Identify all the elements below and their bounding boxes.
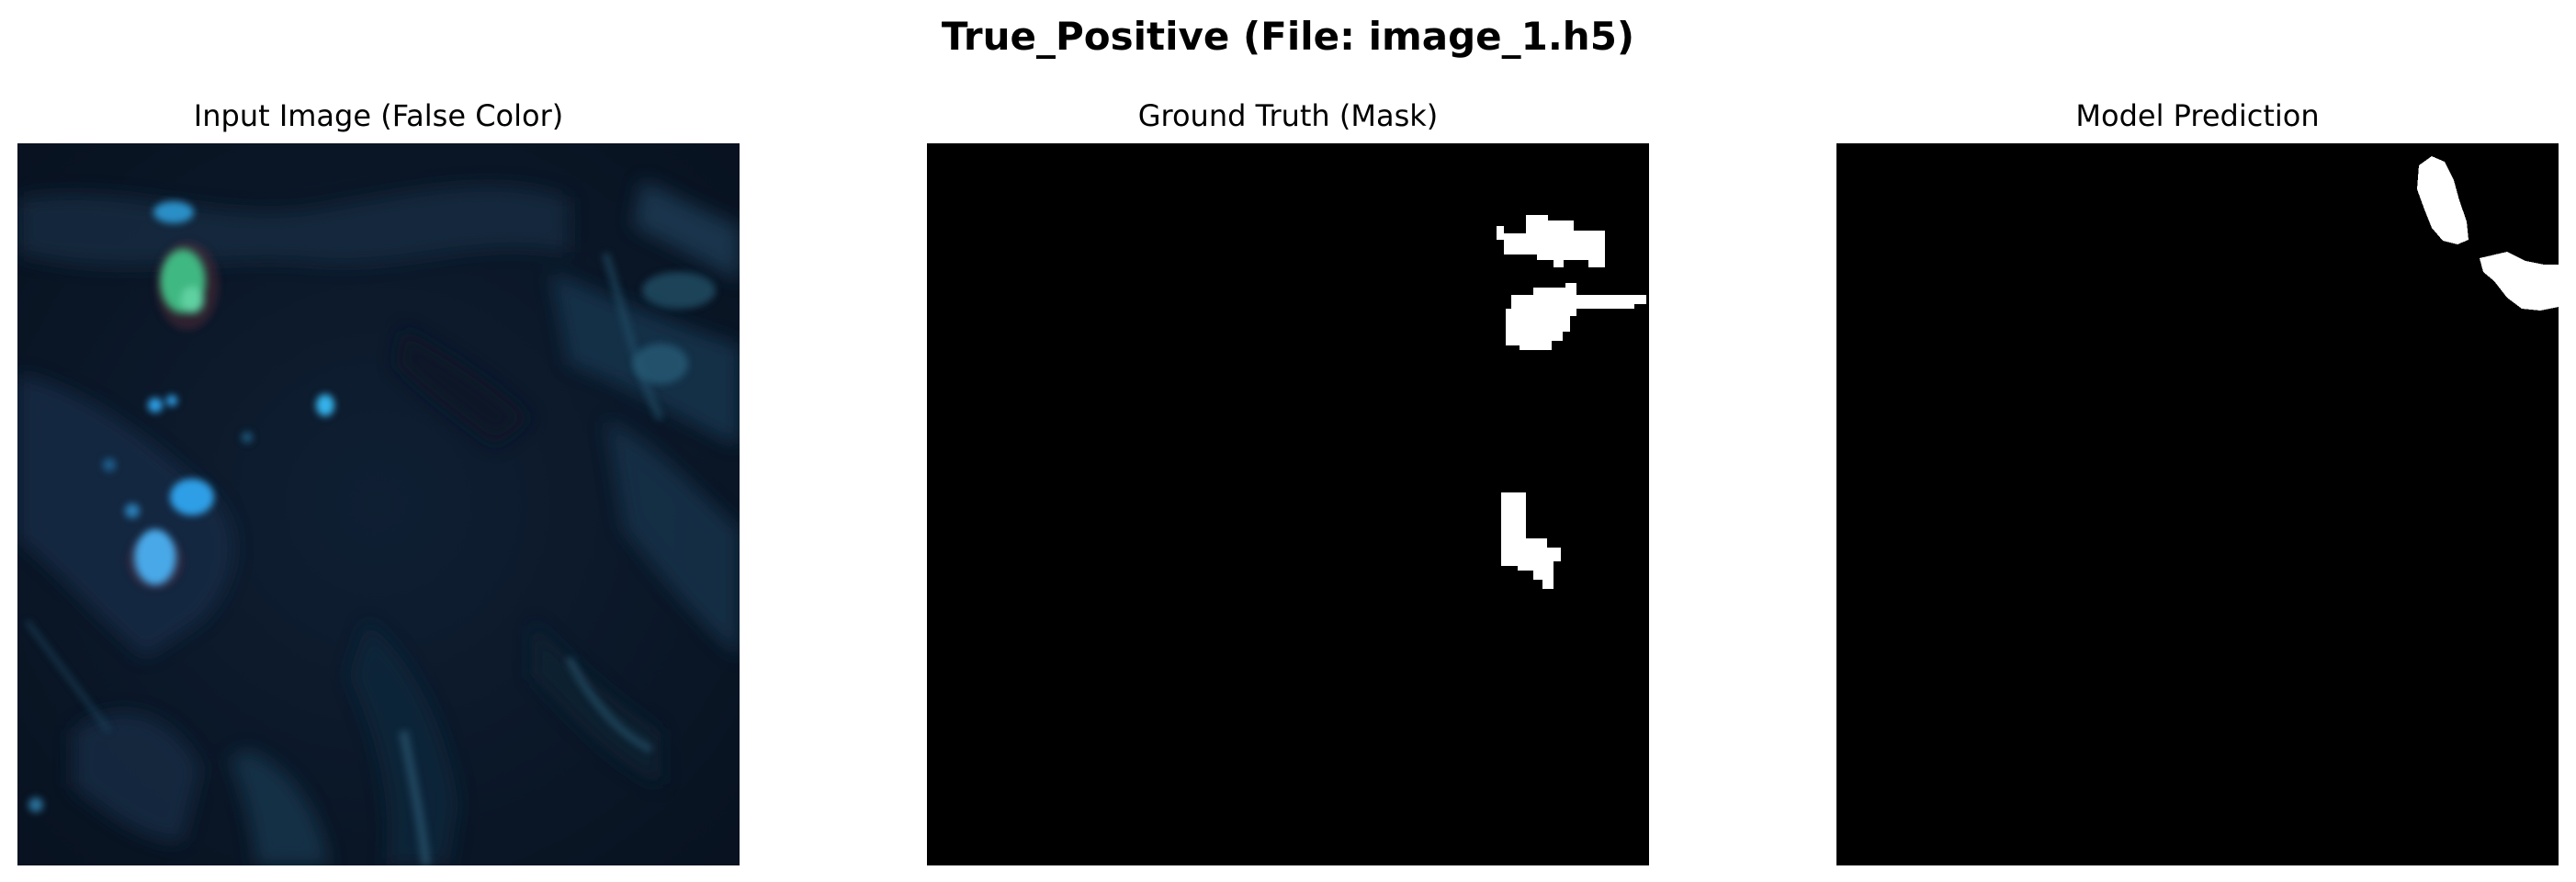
mask-blob-2 — [1506, 283, 1646, 350]
ground-truth-mask — [927, 143, 1649, 865]
ground-truth-panel — [927, 143, 1649, 865]
model-prediction-mask — [1836, 143, 2559, 865]
prediction-blob-2 — [2480, 252, 2559, 311]
mask-blob-3 — [1501, 492, 1561, 589]
input-image-panel — [17, 143, 740, 865]
model-prediction-title: Model Prediction — [2075, 98, 2320, 133]
ground-truth-title: Ground Truth (Mask) — [1137, 98, 1439, 133]
mask-blob-1 — [1497, 215, 1605, 267]
model-prediction-panel — [1836, 143, 2559, 865]
mask-background — [927, 143, 1649, 865]
mask-background — [1836, 143, 2559, 865]
prediction-blob-1 — [2417, 156, 2469, 244]
input-image-title: Input Image (False Color) — [193, 98, 564, 133]
figure-title: True_Positive (File: image_1.h5) — [941, 14, 1635, 59]
terrain-ridges — [24, 252, 664, 865]
bright-features — [28, 201, 716, 812]
input-image — [17, 143, 740, 865]
terrain-texture — [17, 180, 740, 865]
